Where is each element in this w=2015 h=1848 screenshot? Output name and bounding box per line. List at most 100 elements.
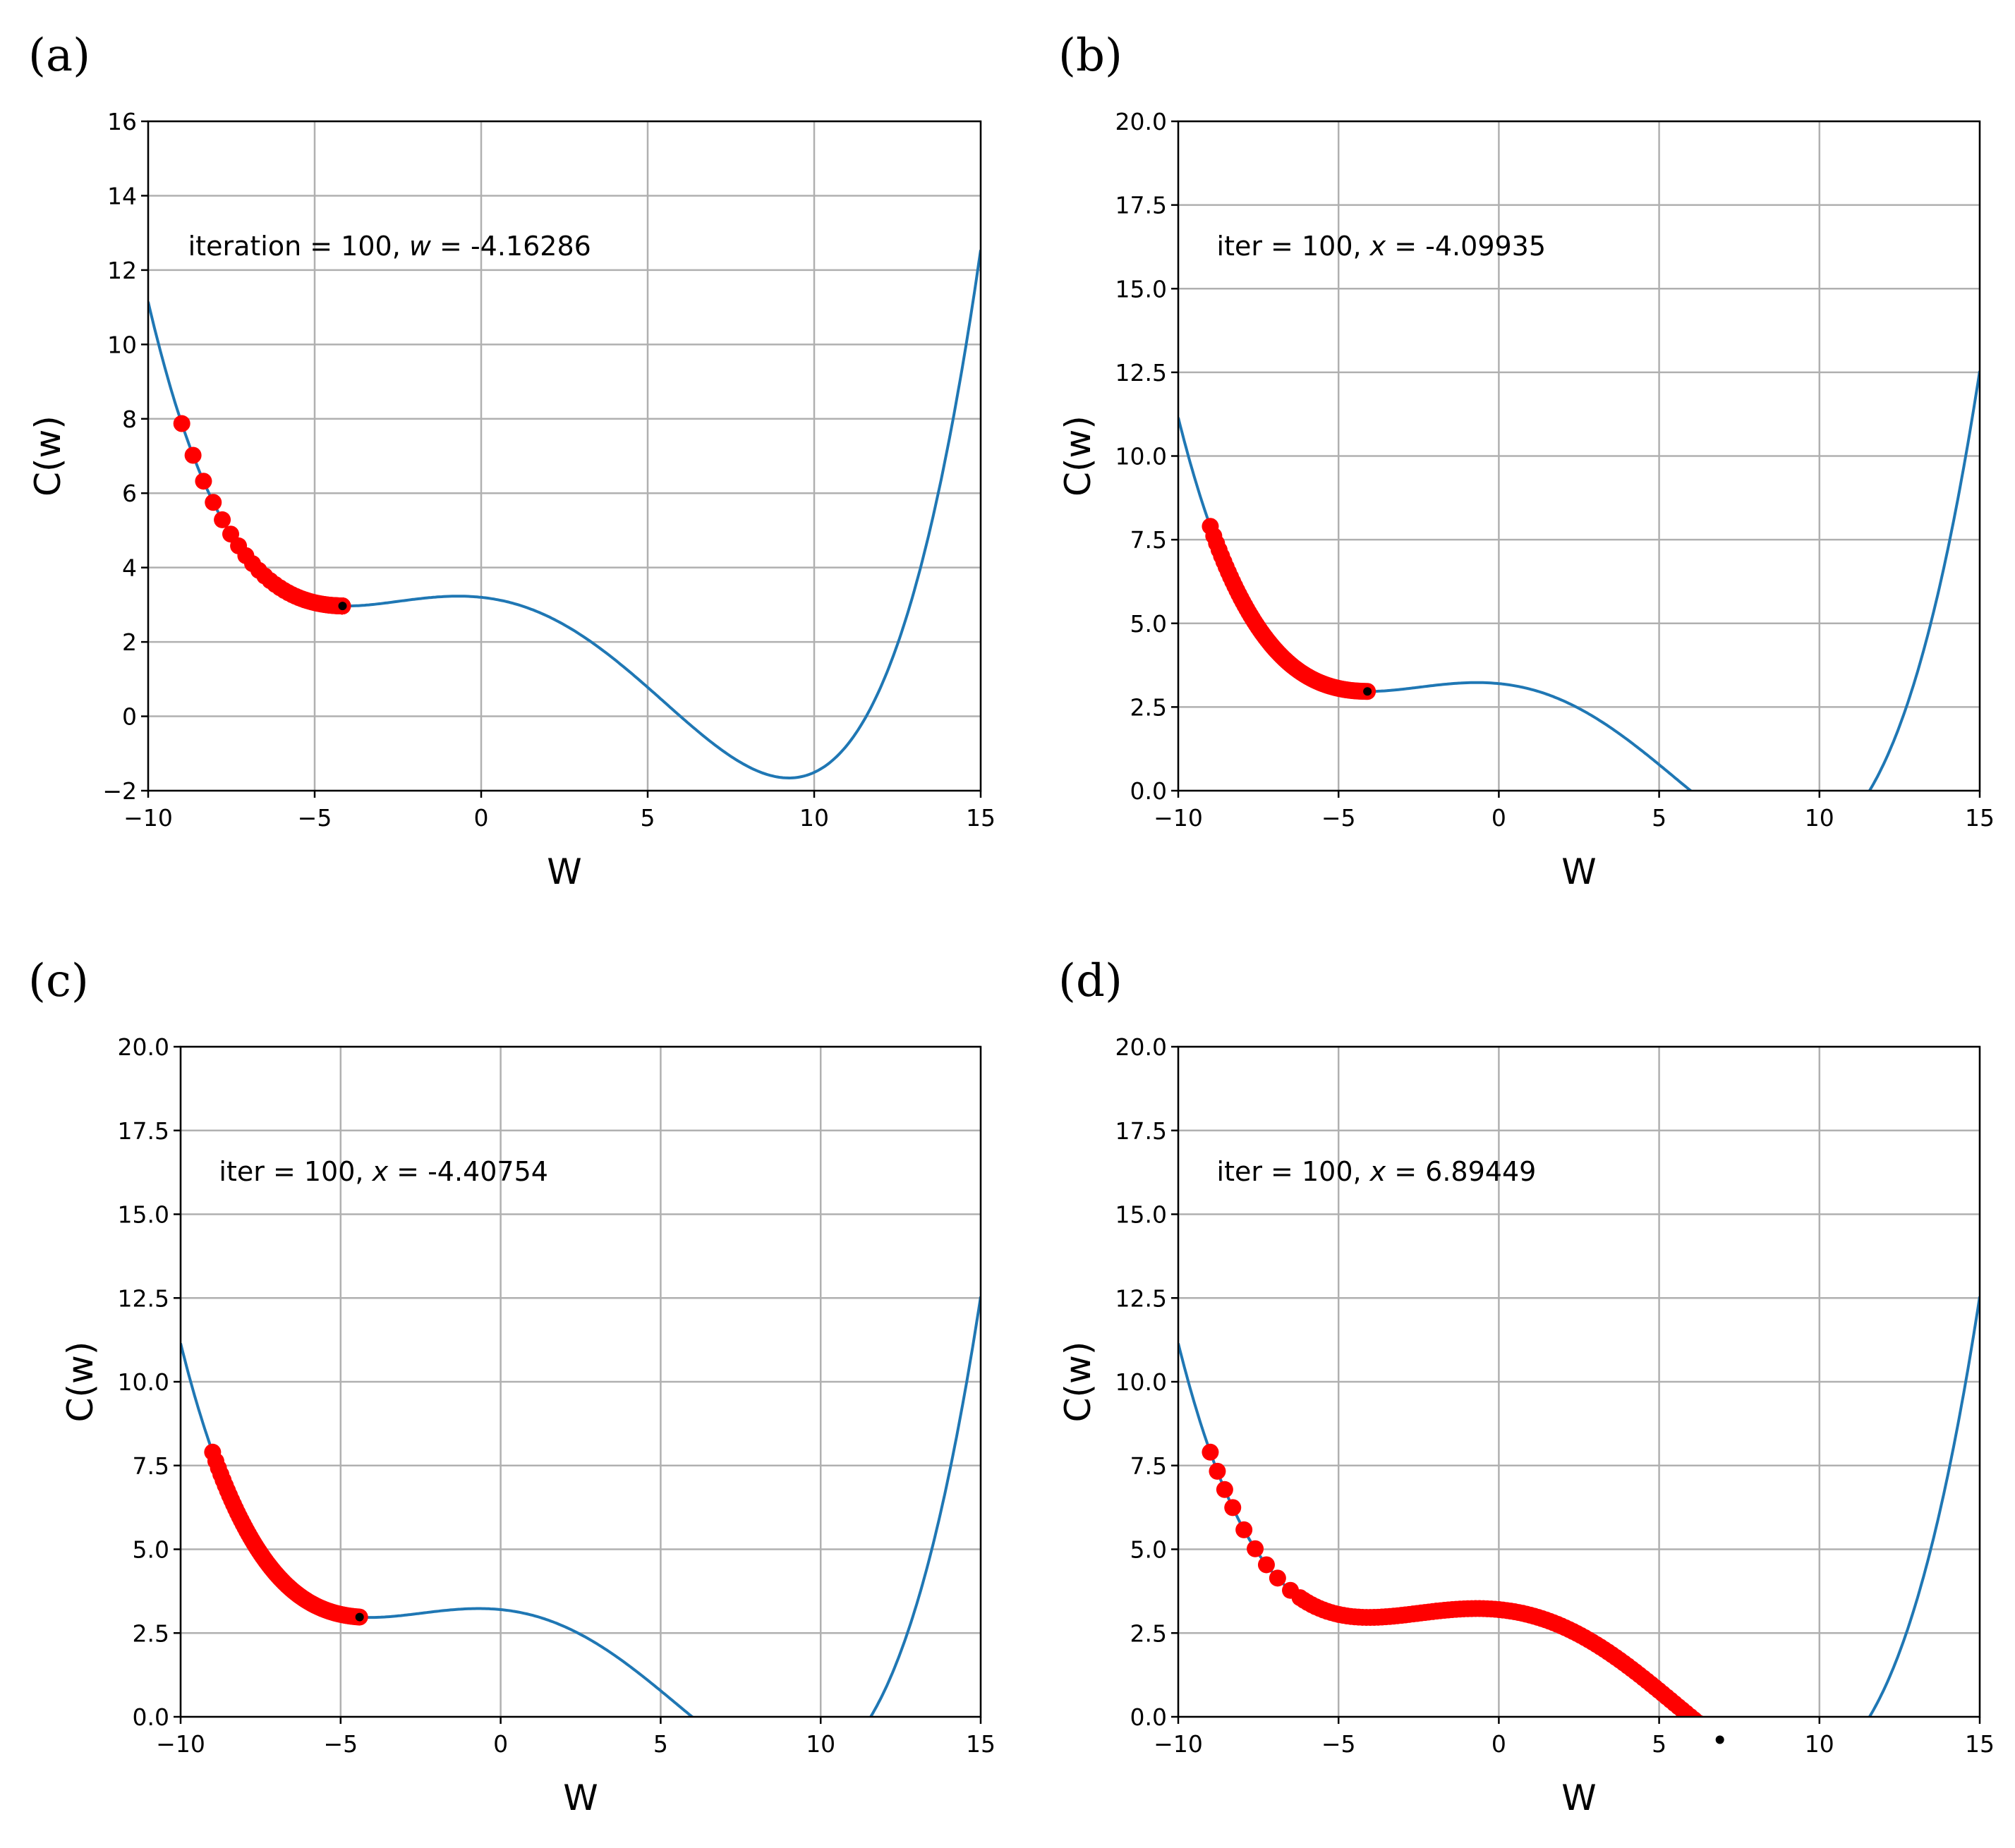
descent-points — [1202, 518, 1376, 700]
annotation-value: = 6.89449 — [1386, 1156, 1536, 1187]
x-tick-label: 15 — [966, 804, 996, 832]
x-tick-label: −5 — [1321, 804, 1356, 832]
y-tick-label: 15.0 — [118, 1201, 169, 1229]
y-axis-label: C(w) — [28, 415, 68, 497]
x-tick-label: −10 — [1154, 1730, 1203, 1758]
y-tick-label: 20.0 — [1115, 1033, 1167, 1061]
iteration-annotation: iter = 100, x = -4.40754 — [219, 1156, 548, 1187]
descent-point — [1752, 1756, 1769, 1773]
y-tick-label: 7.5 — [133, 1452, 169, 1480]
x-tick-label: 0 — [474, 804, 489, 832]
panel-c: (c) −10 −5 0 5 10 15 0.0 2.5 5.0 7.5 10.0 12.5 15.0 17… — [28, 955, 996, 1818]
panel-a: (a) −10 −5 0 5 10 15 −2 0 2 4 6 8 10 12 14 16 W C(w) iterat… — [28, 30, 996, 892]
y-tick-label: 10.0 — [1115, 1368, 1167, 1396]
y-tick-label: 6 — [122, 480, 137, 507]
descent-point — [1235, 1521, 1253, 1538]
descent-point — [1756, 1757, 1773, 1774]
descent-point — [173, 415, 190, 432]
x-tick-label: −5 — [323, 1730, 358, 1758]
annotation-variable: w — [409, 231, 432, 262]
x-tick-label: 0 — [493, 1730, 508, 1758]
descent-point — [1202, 1443, 1219, 1461]
panel-letter: (a) — [28, 30, 90, 82]
annotation-value: = -4.09935 — [1386, 231, 1546, 262]
annotation-prefix: iter = 100, — [1217, 231, 1370, 262]
final-point-marker — [1363, 687, 1372, 696]
descent-point — [1224, 1499, 1242, 1516]
panel-d: (d) −10 −5 0 5 10 15 0.0 2.5 5.0 7.5 10.0 12.5 15.0 17… — [1058, 955, 1995, 1818]
y-tick-label: 12.5 — [1115, 1284, 1167, 1312]
y-tick-label: 10.0 — [118, 1368, 169, 1396]
y-tick-label: 2.5 — [1130, 1619, 1167, 1647]
x-tick-label: 5 — [653, 1730, 668, 1758]
final-point-marker — [355, 1612, 364, 1622]
descent-point — [1760, 1759, 1777, 1776]
y-tick-label: 2.5 — [1130, 693, 1167, 721]
panel-letter: (b) — [1058, 30, 1123, 82]
y-tick-label: 10.0 — [1115, 443, 1167, 470]
descent-points — [173, 415, 351, 615]
x-tick-label: 5 — [1652, 1730, 1666, 1758]
y-tick-label: 16 — [107, 108, 137, 135]
annotation-prefix: iter = 100, — [219, 1156, 372, 1187]
descent-point — [1257, 1556, 1275, 1574]
annotation-variable: x — [1369, 1156, 1386, 1187]
descent-point — [1269, 1569, 1286, 1587]
x-axis-label: W — [547, 851, 581, 892]
annotation-variable: x — [1369, 231, 1386, 262]
y-axis-label: C(w) — [1058, 1342, 1099, 1423]
descent-point — [1736, 1748, 1753, 1765]
final-point-marker — [1715, 1735, 1724, 1744]
y-tick-label: 12 — [107, 257, 137, 284]
y-tick-label: 14 — [107, 182, 137, 209]
x-tick-label: 5 — [641, 804, 655, 832]
y-tick-label: 20.0 — [1115, 108, 1167, 135]
x-tick-label: 15 — [966, 1730, 996, 1758]
y-tick-label: 5.0 — [133, 1536, 169, 1564]
y-tick-label: 15.0 — [1115, 1201, 1167, 1229]
cost-curve — [181, 1296, 981, 1717]
y-tick-label: 0.0 — [1130, 1703, 1167, 1731]
descent-point — [1740, 1750, 1757, 1767]
iteration-annotation: iteration = 100, w = -4.16286 — [188, 231, 591, 262]
descent-point — [205, 494, 222, 511]
y-tick-label: 7.5 — [1130, 1452, 1167, 1480]
annotation-prefix: iter = 100, — [1217, 1156, 1370, 1187]
y-axis-label: C(w) — [60, 1342, 101, 1423]
x-tick-label: 5 — [1652, 804, 1666, 832]
x-tick-label: 10 — [1805, 804, 1834, 832]
y-tick-label: 0.0 — [133, 1703, 169, 1731]
descent-point — [1693, 1718, 1710, 1734]
descent-point — [1216, 1481, 1233, 1498]
y-tick-label: 12.5 — [1115, 359, 1167, 387]
plot-frame — [147, 120, 982, 792]
x-axis-label: W — [1561, 1777, 1596, 1818]
y-tick-label: 20.0 — [118, 1033, 169, 1061]
x-tick-label: −10 — [1154, 804, 1203, 832]
y-tick-label: 15.0 — [1115, 275, 1167, 303]
y-tick-label: 17.5 — [118, 1117, 169, 1145]
y-tick-label: 5.0 — [1130, 610, 1167, 638]
descent-point — [195, 473, 212, 490]
y-tick-label: 17.5 — [1115, 1117, 1167, 1145]
iteration-annotation: iter = 100, x = -4.09935 — [1217, 231, 1547, 262]
panel-letter: (d) — [1058, 955, 1123, 1007]
annotation-value: = -4.16286 — [431, 231, 591, 262]
cost-curve — [1178, 1296, 1980, 1717]
x-tick-label: −5 — [1321, 1730, 1356, 1758]
annotation-prefix: iteration = 100, — [188, 231, 409, 262]
final-point-marker — [338, 602, 347, 611]
descent-point — [1686, 1710, 1702, 1717]
y-tick-label: 2.5 — [133, 1619, 169, 1647]
y-tick-label: 17.5 — [1115, 192, 1167, 219]
y-tick-label: 10 — [107, 331, 137, 358]
x-tick-label: −5 — [298, 804, 332, 832]
y-tick-label: 0 — [122, 703, 137, 731]
x-tick-label: 10 — [1805, 1730, 1834, 1758]
descent-point — [1732, 1746, 1749, 1763]
descent-points — [204, 1443, 368, 1626]
y-tick-label: 12.5 — [118, 1284, 169, 1312]
annotation-variable: x — [372, 1156, 389, 1187]
x-tick-label: 10 — [799, 804, 829, 832]
